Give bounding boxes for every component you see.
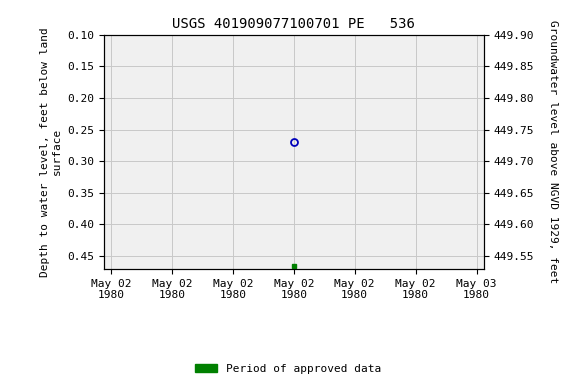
Y-axis label: Groundwater level above NGVD 1929, feet: Groundwater level above NGVD 1929, feet: [548, 20, 558, 283]
Title: USGS 401909077100701 PE   536: USGS 401909077100701 PE 536: [172, 17, 415, 31]
Legend: Period of approved data: Period of approved data: [191, 359, 385, 379]
Y-axis label: Depth to water level, feet below land
surface: Depth to water level, feet below land su…: [40, 27, 62, 276]
